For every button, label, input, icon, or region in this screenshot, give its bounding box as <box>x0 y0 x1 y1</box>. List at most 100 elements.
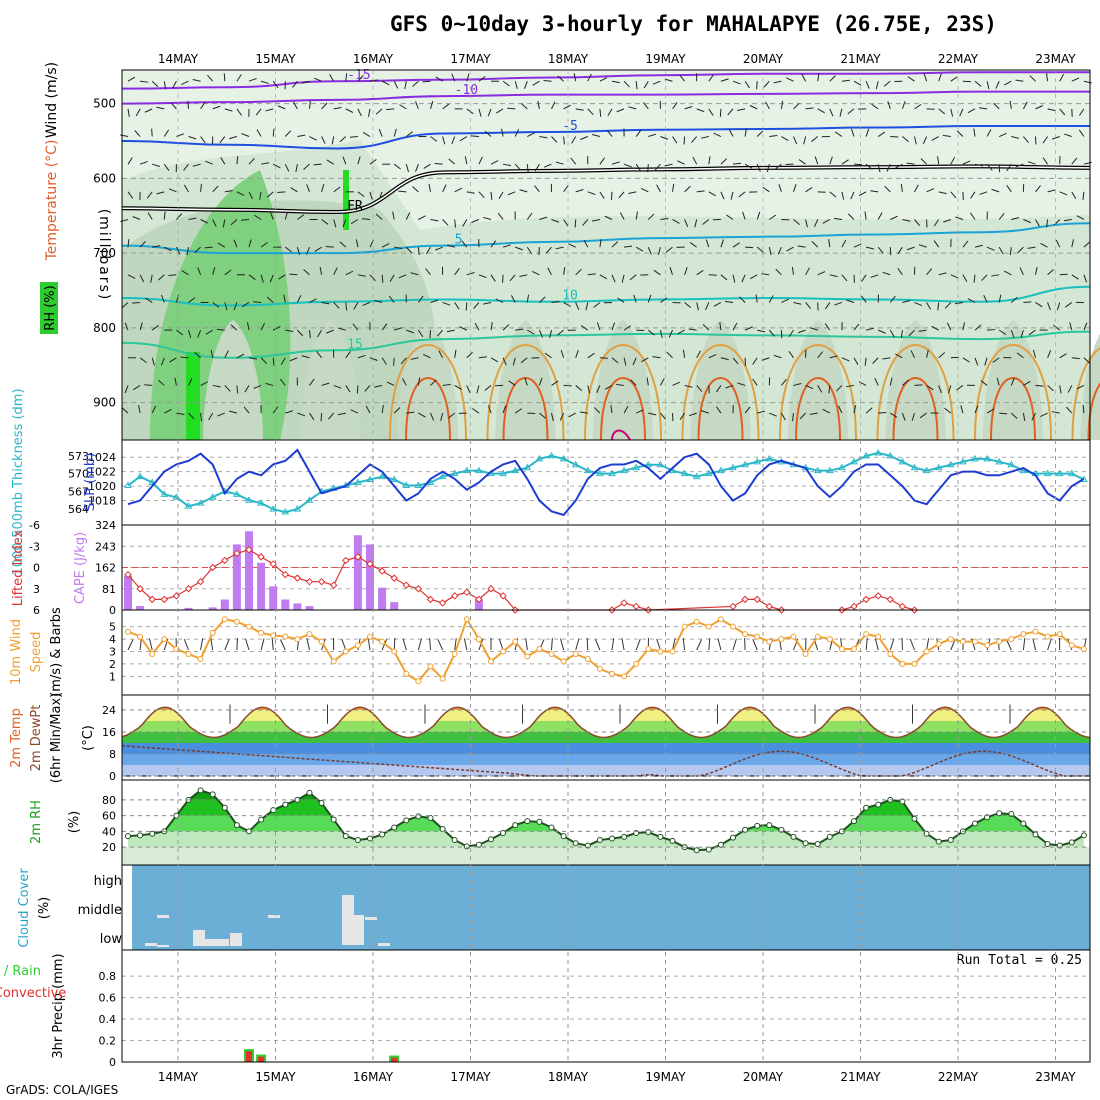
wind-barb <box>551 219 560 223</box>
wind-barb <box>256 129 262 137</box>
li-pt-18 <box>342 556 350 565</box>
wind-barb <box>623 163 632 168</box>
wind-barb <box>937 302 940 311</box>
wind-barb <box>897 246 903 255</box>
wind-barb <box>163 163 170 171</box>
chart-title: GFS 0~10day 3-hourly for MAHALAPYE (26.7… <box>390 12 997 36</box>
wind-barb <box>350 219 359 225</box>
cloud-block-3 <box>193 930 205 946</box>
wind-barb <box>1006 184 1012 193</box>
wind-barb <box>375 108 383 115</box>
thick-ylabel: 1000-500mb Thickness (dm) <box>11 388 26 575</box>
wind10-barb-49 <box>717 638 722 651</box>
li-pt-38 <box>741 595 749 604</box>
rh-line-pt-60 <box>851 818 857 825</box>
wind-barb <box>181 80 189 86</box>
wind-barb <box>1032 349 1036 358</box>
wind-barb <box>705 239 710 248</box>
wind-barb <box>557 75 564 82</box>
wind-barb <box>253 301 262 303</box>
wind-barb <box>333 302 340 309</box>
wind-barb <box>716 385 722 393</box>
wind-barb <box>296 295 302 303</box>
wind-barb <box>471 219 480 223</box>
isotherm-label-5: 10 <box>562 289 578 304</box>
rh-column-7 <box>885 320 946 440</box>
wind-barb <box>962 240 969 248</box>
date-label-top-7: 21MAY <box>840 52 881 66</box>
wind-barb <box>186 247 189 256</box>
wind10-barb-18 <box>341 638 347 651</box>
wind-barb <box>801 73 807 82</box>
wind-barb <box>829 75 836 82</box>
rh-line-pt-15 <box>306 789 313 796</box>
wind-barb <box>902 219 911 222</box>
wind-barb <box>846 299 855 303</box>
wind-barb <box>919 412 927 419</box>
wind-barb <box>853 323 860 331</box>
wind10-line-pt-22 <box>391 648 398 655</box>
wind-barb <box>660 412 666 420</box>
wind-barb <box>617 297 625 303</box>
cloud-level-middle: middle <box>78 903 122 918</box>
wind-barb <box>284 130 292 137</box>
wind-barb <box>194 352 201 359</box>
wind10-line-pt-38 <box>584 655 591 662</box>
wind-barb <box>170 102 177 110</box>
thickness-line-pt-41 <box>620 466 628 474</box>
wind-barb <box>803 136 807 145</box>
wind-barb <box>393 407 401 414</box>
cape-bar-14 <box>293 603 302 610</box>
wind-barb <box>720 158 728 165</box>
wind-barb <box>962 357 970 363</box>
wind-barb <box>514 163 522 171</box>
wind-barb <box>272 128 275 137</box>
wind-barb <box>900 183 903 192</box>
wind-barb <box>889 377 893 386</box>
wind-barb <box>272 326 281 331</box>
wind-barb <box>557 329 564 336</box>
wind-barb <box>599 191 605 199</box>
wind-barb <box>623 357 627 366</box>
wind-barb <box>261 162 270 165</box>
wind-barb <box>434 246 443 251</box>
wind-barb <box>352 323 359 331</box>
wind10-barb-27 <box>454 638 457 651</box>
wind-barb <box>272 163 281 169</box>
wind10-barb-41 <box>621 638 625 651</box>
wind10-line-pt-34 <box>536 646 543 653</box>
cape-bar-19 <box>353 535 362 610</box>
run-total: Run Total = 0.25 <box>957 953 1082 968</box>
date-label-bottom-0: 14MAY <box>158 1070 199 1084</box>
wind-barb <box>700 136 709 139</box>
wind-barb <box>720 274 728 281</box>
wind-barb <box>139 322 143 331</box>
wind-barb <box>285 329 294 333</box>
wind-barb <box>425 246 431 255</box>
wind-barb <box>415 164 419 172</box>
wind10-line-pt-55 <box>790 633 797 640</box>
wind10-line-pt-1 <box>137 633 144 640</box>
wind-barb <box>156 106 165 110</box>
wind-barb <box>152 163 160 167</box>
wind-barb <box>160 357 165 366</box>
thickness-line-pt-7 <box>208 493 217 500</box>
thick-tick-564: 564 <box>68 503 89 516</box>
rh-line-pt-2 <box>149 830 156 837</box>
wind-barb <box>593 302 601 308</box>
wind-barb <box>756 163 761 172</box>
wind-barb <box>283 294 286 303</box>
wind-barb <box>829 191 837 198</box>
cloud-level-low: low <box>100 932 123 947</box>
wind-barb <box>217 412 225 417</box>
wind-barb <box>829 156 833 165</box>
wind-barb <box>490 357 499 363</box>
wind-barb <box>440 412 444 421</box>
wind-barb <box>677 329 685 335</box>
wind-barb <box>402 378 407 386</box>
wind-barb <box>1046 219 1049 228</box>
wind-barb <box>933 219 940 227</box>
cape-bar-10 <box>245 531 253 610</box>
wind10-line-pt-28 <box>463 616 470 623</box>
